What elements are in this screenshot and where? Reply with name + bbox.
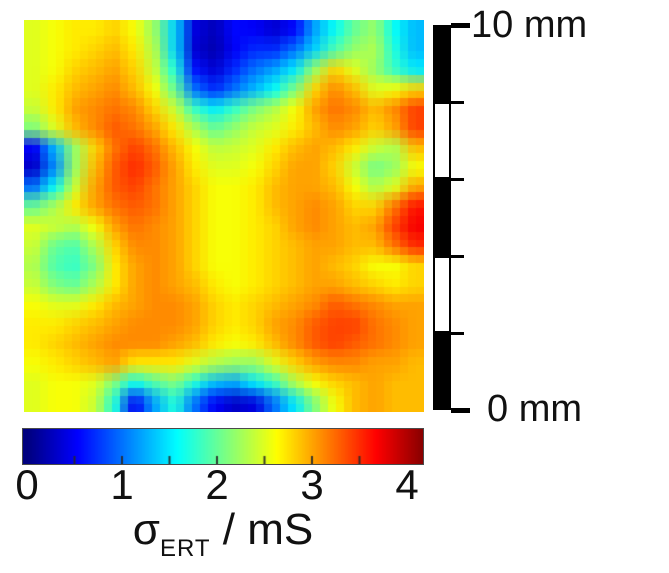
scale-bar-tick — [451, 407, 470, 413]
sigma-symbol: σ — [132, 505, 160, 554]
colorbar-tick-label: 4 — [395, 461, 419, 508]
colorbar-tick-label: 0 — [15, 461, 39, 508]
scale-bar-bottom-label: 0 mm — [487, 388, 582, 430]
scale-bar — [433, 22, 483, 413]
scale-bar-tick — [451, 22, 470, 28]
scale-bar-tick — [451, 100, 464, 104]
colorbar-tick-label: 3 — [300, 461, 324, 508]
unit-label: / mS — [210, 505, 314, 554]
colorbar — [22, 428, 424, 465]
scale-bar-top-label: 10 mm — [471, 4, 588, 46]
colorbar-tick-label: 2 — [205, 461, 229, 508]
colorbar-axis-label: σERT / mS — [22, 505, 424, 563]
sigma-subscript: ERT — [159, 535, 211, 562]
scale-bar-tick — [451, 331, 464, 335]
scale-bar-segment — [435, 258, 449, 331]
scale-bar-tick — [451, 254, 464, 258]
scale-bar-tick — [451, 177, 464, 181]
scale-bar-body — [433, 25, 451, 410]
conductivity-heatmap — [24, 20, 424, 412]
scale-bar-segment — [435, 104, 449, 177]
colorbar-tick-label: 1 — [110, 461, 134, 508]
colorbar-tick-labels: 0 1 2 3 4 — [15, 461, 424, 509]
